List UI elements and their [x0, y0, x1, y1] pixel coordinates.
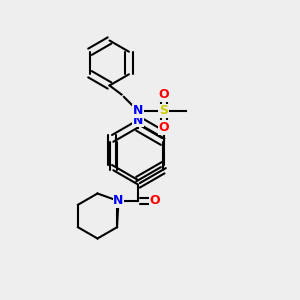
Text: N: N [113, 194, 124, 208]
Text: N: N [133, 113, 143, 127]
Text: O: O [158, 88, 169, 101]
Text: O: O [158, 121, 169, 134]
Text: O: O [149, 194, 160, 208]
Text: N: N [113, 194, 124, 208]
Text: N: N [133, 104, 143, 118]
Text: O: O [149, 194, 160, 208]
Text: S: S [159, 104, 168, 118]
